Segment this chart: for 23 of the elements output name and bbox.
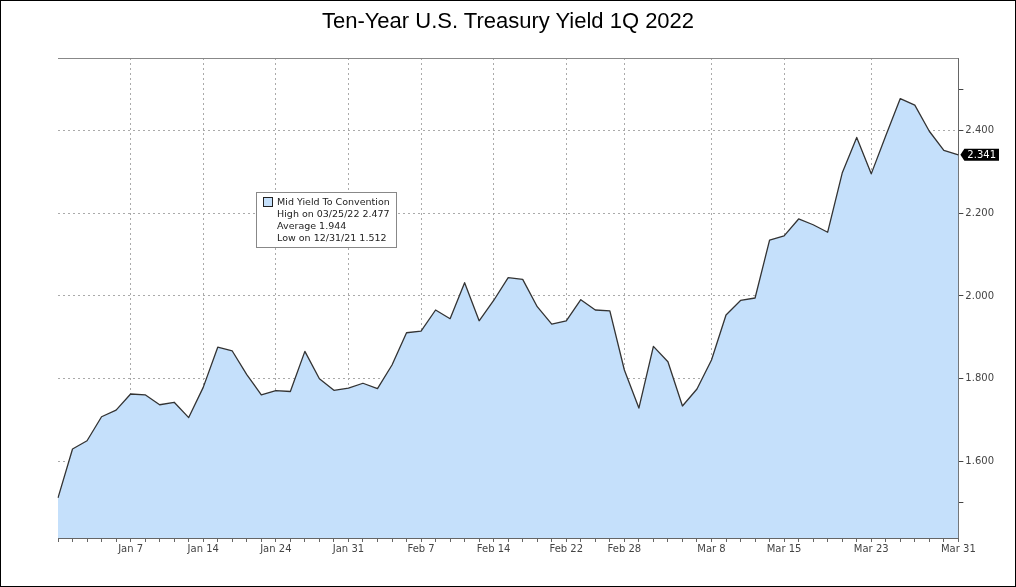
x-tick-label: Mar 8 bbox=[697, 542, 726, 554]
annotation: Low on 12/31/21 1.512 bbox=[276, 232, 388, 245]
x-tick-label: Feb 14 bbox=[476, 542, 511, 554]
chart-title: Ten-Year U.S. Treasury Yield 1Q 2022 bbox=[320, 8, 696, 34]
data-label: 2.341 bbox=[967, 148, 997, 160]
x-tick-label: Jan 24 bbox=[259, 542, 292, 554]
x-tick-label: Mar 23 bbox=[853, 542, 889, 554]
x-tick-label: Jan 31 bbox=[331, 542, 365, 554]
y-tick-label: 1.600 bbox=[965, 455, 995, 467]
y-tick-label: 2.000 bbox=[965, 289, 995, 301]
x-tick-label: Feb 28 bbox=[607, 542, 642, 554]
x-tick-label: Feb 7 bbox=[407, 542, 435, 554]
y-tick-label: 1.800 bbox=[965, 372, 995, 384]
x-tick-label: Mar 15 bbox=[766, 542, 802, 554]
x-tick-label: Jan 7 bbox=[117, 542, 144, 554]
x-tick-label: Mar 31 bbox=[940, 542, 976, 554]
legend-label: Mid Yield To Convention bbox=[277, 196, 390, 209]
annotation: Average 1.944 bbox=[276, 220, 348, 233]
y-tick-label: 2.400 bbox=[965, 124, 995, 136]
x-tick-label: Feb 22 bbox=[549, 542, 584, 554]
y-tick-label: 2.200 bbox=[965, 206, 995, 218]
x-tick-label: Jan 14 bbox=[186, 542, 219, 554]
annotation: High on 03/25/22 2.477 bbox=[276, 208, 390, 221]
